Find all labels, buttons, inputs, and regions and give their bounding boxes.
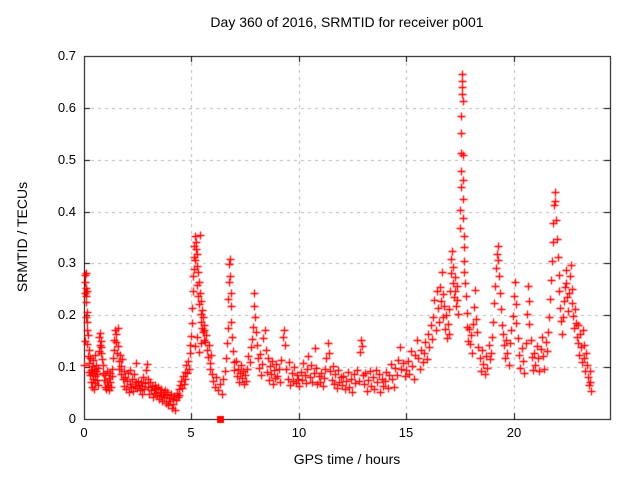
chart-title: Day 360 of 2016, SRMTID for receiver p00… [210, 14, 484, 30]
x-tick-label: 5 [187, 425, 195, 440]
x-tick-label: 10 [291, 425, 307, 440]
y-tick-label: 0.5 [57, 152, 76, 167]
y-tick-label: 0.1 [57, 359, 76, 374]
x-tick-label: 15 [398, 425, 414, 440]
y-tick-label: 0.6 [57, 100, 76, 115]
y-tick-label: 0.2 [57, 307, 76, 322]
x-tick-label: 20 [506, 425, 522, 440]
y-tick-label: 0 [68, 411, 76, 426]
x-tick-label: 0 [80, 425, 88, 440]
y-tick-label: 0.4 [57, 204, 76, 219]
y-tick-label: 0.7 [57, 48, 76, 63]
y-axis-label: SRMTID / TECUs [14, 181, 30, 293]
y-tick-label: 0.3 [57, 255, 76, 270]
x-axis-label: GPS time / hours [293, 451, 401, 467]
